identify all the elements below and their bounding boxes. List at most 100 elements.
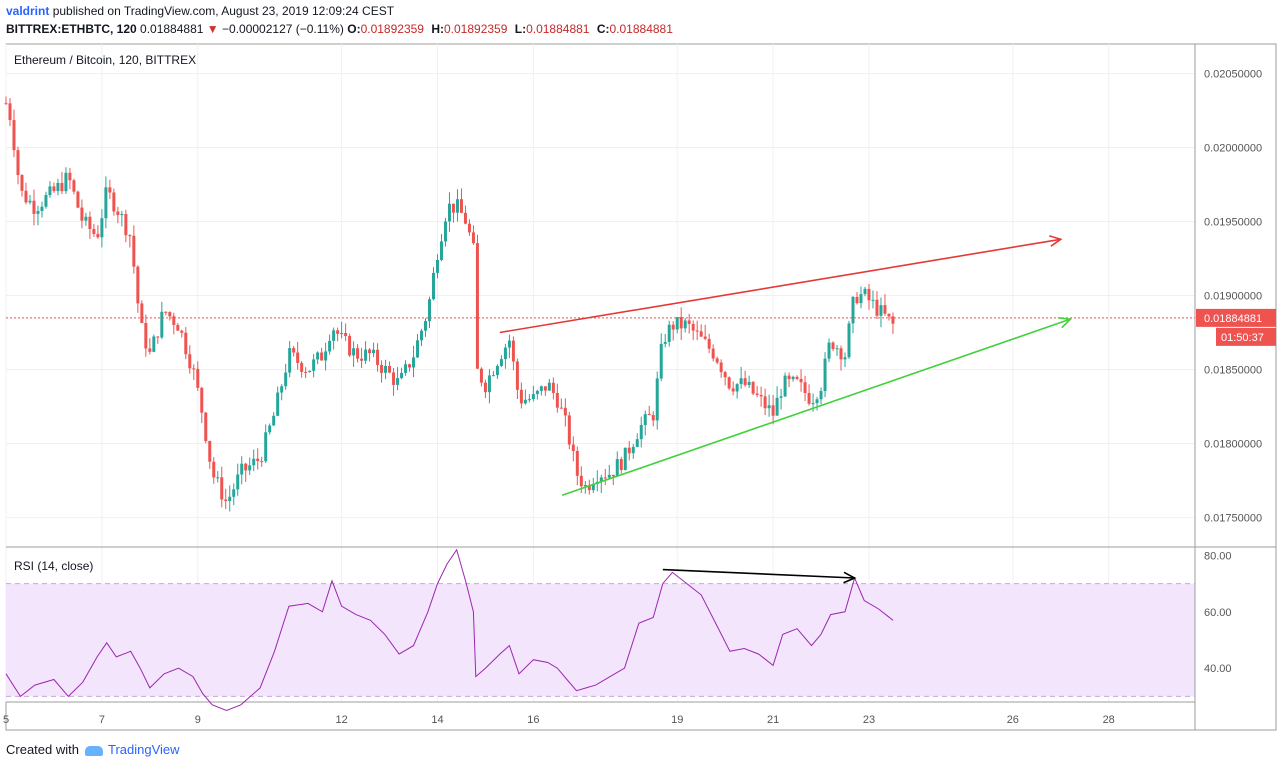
candle-body (400, 372, 404, 379)
candle-body (200, 387, 204, 413)
candle-body (735, 384, 739, 392)
candle-body (16, 150, 20, 176)
candle-body (611, 474, 615, 477)
candle-body (120, 214, 124, 216)
candle-body (779, 396, 783, 398)
candle-body (659, 343, 663, 379)
candle-body (92, 229, 96, 234)
candle-body (871, 299, 875, 301)
price-tick-label: 0.01800000 (1204, 438, 1262, 450)
candle-body (160, 311, 164, 338)
candle-body (687, 320, 691, 324)
candle-body (551, 382, 555, 393)
time-tick-label: 28 (1103, 714, 1115, 726)
high-label: H: (431, 22, 444, 36)
candle-body (20, 175, 24, 191)
candle-body (643, 414, 647, 426)
candle-body (172, 316, 176, 325)
candle-body (376, 349, 380, 365)
candle-body (180, 330, 184, 333)
tradingview-brand-link[interactable]: TradingView (108, 742, 180, 757)
candle-body (380, 364, 384, 373)
candle-body (392, 372, 396, 385)
candle-body (731, 388, 735, 392)
candle-body (224, 499, 228, 501)
candle-body (52, 186, 56, 192)
candle-body (491, 375, 495, 377)
candle-body (372, 349, 376, 354)
candle-body (404, 364, 408, 373)
candle-body (431, 272, 435, 300)
candle-body (603, 477, 607, 479)
candle-body (683, 320, 687, 329)
candle-body (547, 382, 551, 391)
candle-body (475, 243, 479, 369)
price-chart[interactable]: 0.02050000 0.02000000 0.01950000 0.01900000… (0, 40, 1282, 734)
rsi-divergence-arrowhead (843, 571, 857, 584)
candle-body (44, 195, 48, 207)
price-change: −0.00002127 (−0.11%) (222, 22, 344, 36)
candle-body (499, 359, 503, 366)
candle-body (156, 336, 160, 338)
author-link[interactable]: valdrint (6, 4, 50, 18)
candle-body (539, 386, 543, 391)
candle-body (320, 352, 324, 361)
candle-body (280, 386, 284, 393)
candle-body (875, 299, 879, 316)
candle-body (671, 324, 675, 330)
candle-body (691, 323, 695, 331)
candle-body (184, 332, 188, 355)
candle-body (623, 447, 627, 471)
candle-body (344, 333, 348, 337)
candle-body (635, 439, 639, 447)
candle-body (479, 368, 483, 383)
price-tick-label: 0.02050000 (1204, 69, 1262, 81)
candle-body (252, 458, 256, 466)
candle-body (591, 483, 595, 491)
candle-body (412, 357, 416, 368)
candle-body (751, 381, 755, 394)
tradingview-logo-icon (84, 745, 103, 756)
candle-body (747, 381, 751, 386)
close-value: 0.01884881 (609, 22, 673, 36)
candle-body (715, 358, 719, 363)
candle-body (575, 451, 579, 476)
resistance-trendline-arrowhead (1049, 235, 1063, 247)
candle-body (879, 305, 883, 316)
candle-body (783, 375, 787, 397)
candle-body (555, 392, 559, 408)
candle-body (132, 235, 136, 267)
candle-body (819, 391, 823, 400)
candle-body (248, 465, 252, 471)
candle-body (300, 362, 304, 372)
candle-body (204, 412, 208, 441)
candle-body (583, 484, 587, 487)
low-label: L: (514, 22, 527, 36)
candle-body (56, 182, 60, 192)
publish-info: valdrint published on TradingView.com, A… (6, 4, 394, 18)
candle-body (755, 393, 759, 395)
trendlines (499, 235, 1073, 496)
time-tick-label: 12 (335, 714, 347, 726)
time-tick-label: 26 (1007, 714, 1019, 726)
candle-body (571, 444, 575, 452)
candle-body (435, 259, 439, 273)
candle-body (140, 303, 144, 323)
candle-body (451, 203, 455, 213)
open-value: 0.01892359 (360, 22, 424, 36)
candle-body (220, 477, 224, 500)
candle-body (316, 352, 320, 360)
rsi-line (5, 548, 894, 712)
candle-body (352, 348, 356, 356)
candle-body (843, 357, 847, 360)
last-price-tag (1196, 308, 1276, 327)
time-tick-label: 14 (431, 714, 443, 726)
down-triangle-icon: ▼ (206, 22, 219, 36)
candle-body (515, 361, 519, 390)
candle-body (439, 241, 443, 260)
candle-body (296, 352, 300, 363)
candle-body (4, 103, 8, 105)
candle-body (328, 340, 332, 352)
candle-body (188, 354, 192, 369)
candle-body (647, 414, 651, 416)
